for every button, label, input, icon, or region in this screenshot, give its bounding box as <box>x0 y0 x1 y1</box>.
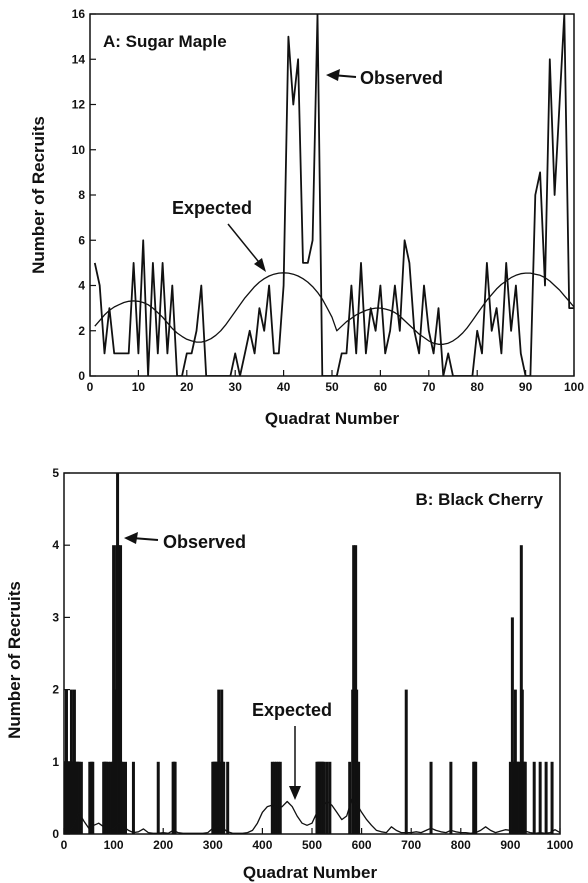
panel-b-x-tick-label: 0 <box>61 838 68 852</box>
panel-a-observed-arrow <box>326 69 357 81</box>
panel-b-y-tick-label: 0 <box>52 827 59 841</box>
panel-a-expected-line <box>94 272 574 345</box>
panel-b-observed-bar <box>107 761 111 834</box>
panel-b-frame <box>63 472 561 835</box>
panel-b-x-tick-label: 900 <box>500 838 520 852</box>
panel-a-x-tick-label: 90 <box>519 380 533 394</box>
panel-b-observed-bar <box>328 761 332 834</box>
panel-b-observed-bar <box>274 761 278 834</box>
panel-a-x-tick-label: 100 <box>564 380 584 394</box>
panel-a-y-tick-label: 8 <box>78 188 85 202</box>
panel-b-observed-bar <box>91 761 95 834</box>
panel-a-frame <box>89 13 575 377</box>
panel-a-x-tick-label: 20 <box>180 380 194 394</box>
panel-b-observed-bar <box>357 761 361 834</box>
panel-b-x-tick-label: 300 <box>203 838 223 852</box>
panel-b-observed-bar <box>124 761 128 834</box>
panel-b-observed-bar <box>119 545 123 834</box>
panel-b-x-axis-title: Quadrat Number <box>243 863 378 882</box>
panel-b-observed-bar <box>538 761 542 834</box>
panel-b-observed-bar <box>508 761 512 834</box>
panel-a-y-tick-label: 2 <box>78 324 85 338</box>
panel-a-y-axis-title: Number of Recruits <box>29 116 48 274</box>
panel-b-expected-line <box>64 798 560 834</box>
panel-b-observed-bar <box>105 761 109 834</box>
panel-b-observed-bar <box>79 761 83 834</box>
panel-a-sugar-maple: 0 10 20 30 40 50 60 70 80 90 100 0 2 4 6 8 10 12 14 16 A: S… <box>29 7 584 428</box>
panel-b-observed-bar <box>121 761 125 834</box>
panel-b-y-axis-title: Number of Recruits <box>5 581 24 739</box>
panel-b-observed-bar <box>544 761 548 834</box>
panel-a-title: A: Sugar Maple <box>103 32 227 51</box>
panel-b-observed-bar <box>77 761 81 834</box>
panel-b-observed-bar <box>449 761 453 834</box>
panel-b-title: B: Black Cherry <box>415 490 543 509</box>
panel-b-y-tick-label: 1 <box>52 755 59 769</box>
panel-b-observed-bar <box>131 761 135 834</box>
panel-b-x-tick-label: 600 <box>352 838 372 852</box>
panel-b-observed-bar <box>325 761 329 834</box>
panel-b-observed-bar <box>88 761 92 834</box>
panel-b-y-tick-label: 5 <box>52 466 59 480</box>
panel-b-x-tick-label: 700 <box>401 838 421 852</box>
panel-b-x-tick-label: 100 <box>104 838 124 852</box>
panel-a-y-tick-label: 4 <box>78 279 85 293</box>
panel-a-observed-label: Observed <box>360 68 443 88</box>
panel-b-expected-label: Expected <box>252 700 332 720</box>
panel-a-x-tick-label: 30 <box>229 380 243 394</box>
panel-b-observed-bar <box>429 761 433 834</box>
panel-b-observed-bar <box>404 689 408 834</box>
panel-b-observed-bar <box>173 761 177 834</box>
panel-a-y-tick-label: 6 <box>78 233 85 247</box>
panel-a-expected-label: Expected <box>172 198 252 218</box>
panel-b-x-tick-label: 500 <box>302 838 322 852</box>
panel-b-observed-bar <box>517 761 521 834</box>
panel-b-observed-bar <box>226 761 230 834</box>
panel-b-observed-bar <box>348 761 352 834</box>
panel-b-observed-bar <box>532 761 536 834</box>
panel-b-observed-label: Observed <box>163 532 246 552</box>
panel-b-observed-bar <box>322 761 326 834</box>
panel-b-observed-bar <box>474 761 478 834</box>
panel-b-x-tick-label: 1000 <box>547 838 574 852</box>
panel-b-observed-bar <box>109 761 113 834</box>
panel-b-x-tick-label: 800 <box>451 838 471 852</box>
panel-b-observed-bar <box>276 761 280 834</box>
panel-b-observed-bar <box>510 617 514 834</box>
panel-b-y-tick-label: 2 <box>52 683 59 697</box>
panel-a-expected-arrow <box>227 223 266 272</box>
panel-a-x-tick-label: 50 <box>325 380 339 394</box>
panel-b-observed-bar <box>278 761 282 834</box>
panel-b-expected-arrow <box>289 726 301 800</box>
panel-a-x-tick-label: 0 <box>87 380 94 394</box>
panel-b-x-tick-label: 400 <box>252 838 272 852</box>
panel-a-y-tick-label: 14 <box>72 52 86 66</box>
panel-a-y-tick-label: 10 <box>72 143 86 157</box>
panel-b-observed-bar <box>523 761 527 834</box>
panel-a-y-tick-label: 12 <box>72 98 86 112</box>
panel-a-x-tick-label: 70 <box>422 380 436 394</box>
panel-a-x-tick-label: 60 <box>374 380 388 394</box>
panel-a-x-axis-title: Quadrat Number <box>265 409 400 428</box>
panel-b-y-tick-label: 4 <box>52 538 59 552</box>
panel-a-x-tick-label: 80 <box>471 380 485 394</box>
panel-a-y-tick-label: 0 <box>78 369 85 383</box>
panel-b-black-cherry: 0 100 200 300 400 500 600 700 800 900 1000 0 1 2 3 4 5 B… <box>5 466 574 882</box>
panel-a-x-tick-label: 40 <box>277 380 291 394</box>
panel-b-observed-bar <box>156 761 160 834</box>
panel-b-y-tick-label: 3 <box>52 610 59 624</box>
panel-a-x-tick-label: 10 <box>132 380 146 394</box>
panel-a-y-tick-label: 16 <box>72 7 86 21</box>
panel-b-observed-arrow <box>124 532 159 544</box>
panel-b-x-tick-label: 200 <box>153 838 173 852</box>
panel-b-observed-bar <box>272 761 276 834</box>
panel-b-observed-bar <box>270 761 274 834</box>
panel-b-observed-bar <box>222 761 226 834</box>
panel-b-observed-bar <box>550 761 554 834</box>
